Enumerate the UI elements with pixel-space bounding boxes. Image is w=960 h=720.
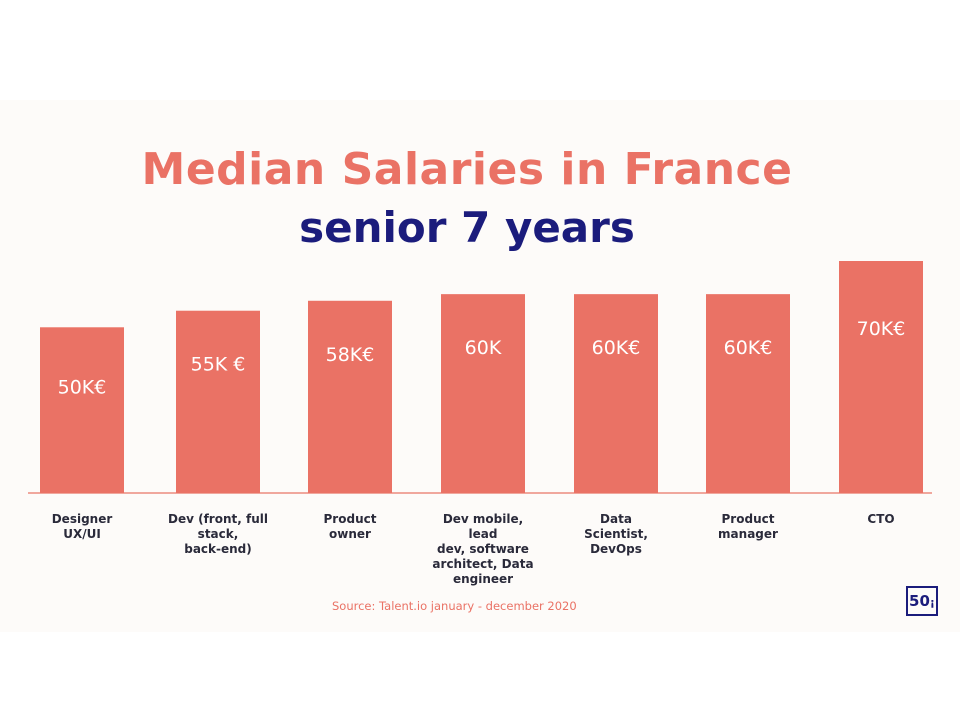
category-label-line: architect, Data [432,557,534,571]
value-label-5: 60K€ [724,337,773,359]
value-label-6: 70K€ [857,318,906,340]
category-label-line: DevOps [590,542,642,556]
bar-6 [839,261,923,493]
category-label-3: Dev mobile, lead dev, software architect, … [428,512,538,587]
category-label-line: CTO [867,512,895,526]
category-label-line: back-end) [184,542,252,556]
category-label-6: CTO [826,512,936,527]
value-label-4: 60K€ [592,337,641,359]
source-note: Source: Talent.io january - december 202… [332,599,577,613]
value-label-2: 58K€ [326,344,375,366]
value-label-1: 55K € [191,354,246,376]
bar-3 [441,294,525,493]
category-label-line: Product manager [718,512,778,541]
category-label-line: UX/UI [63,527,101,541]
chart-subtitle: senior 7 years [299,203,635,252]
bar-4 [574,294,658,493]
category-label-5: Product manager [693,512,803,542]
category-label-line: engineer [452,572,514,586]
category-label-line: Dev (front, full [168,512,268,526]
category-label-0: Designer UX/UI [27,512,137,542]
category-label-line: stack, [197,527,239,541]
bar-5 [706,294,790,493]
category-label-line: dev, software [437,542,529,556]
category-label-line: Product [323,512,377,526]
brand-logo: 50¡ [906,586,938,616]
chart-title: Median Salaries in France [141,144,793,195]
category-label-line: Dev mobile, lead [442,512,524,541]
category-label-2: Product owner [295,512,405,542]
category-label-line: owner [329,527,371,541]
category-label-line: Designer [51,512,113,526]
category-label-line: Scientist, [584,527,648,541]
bar-0 [40,327,124,493]
category-label-1: Dev (front, full stack, back-end) [163,512,273,557]
category-label-4: Data Scientist, DevOps [561,512,671,557]
bar-2 [308,300,392,493]
value-label-3: 60K [465,337,502,359]
bar-1 [176,310,260,493]
category-label-line: Data [600,512,632,526]
value-label-0: 50K€ [58,376,107,398]
